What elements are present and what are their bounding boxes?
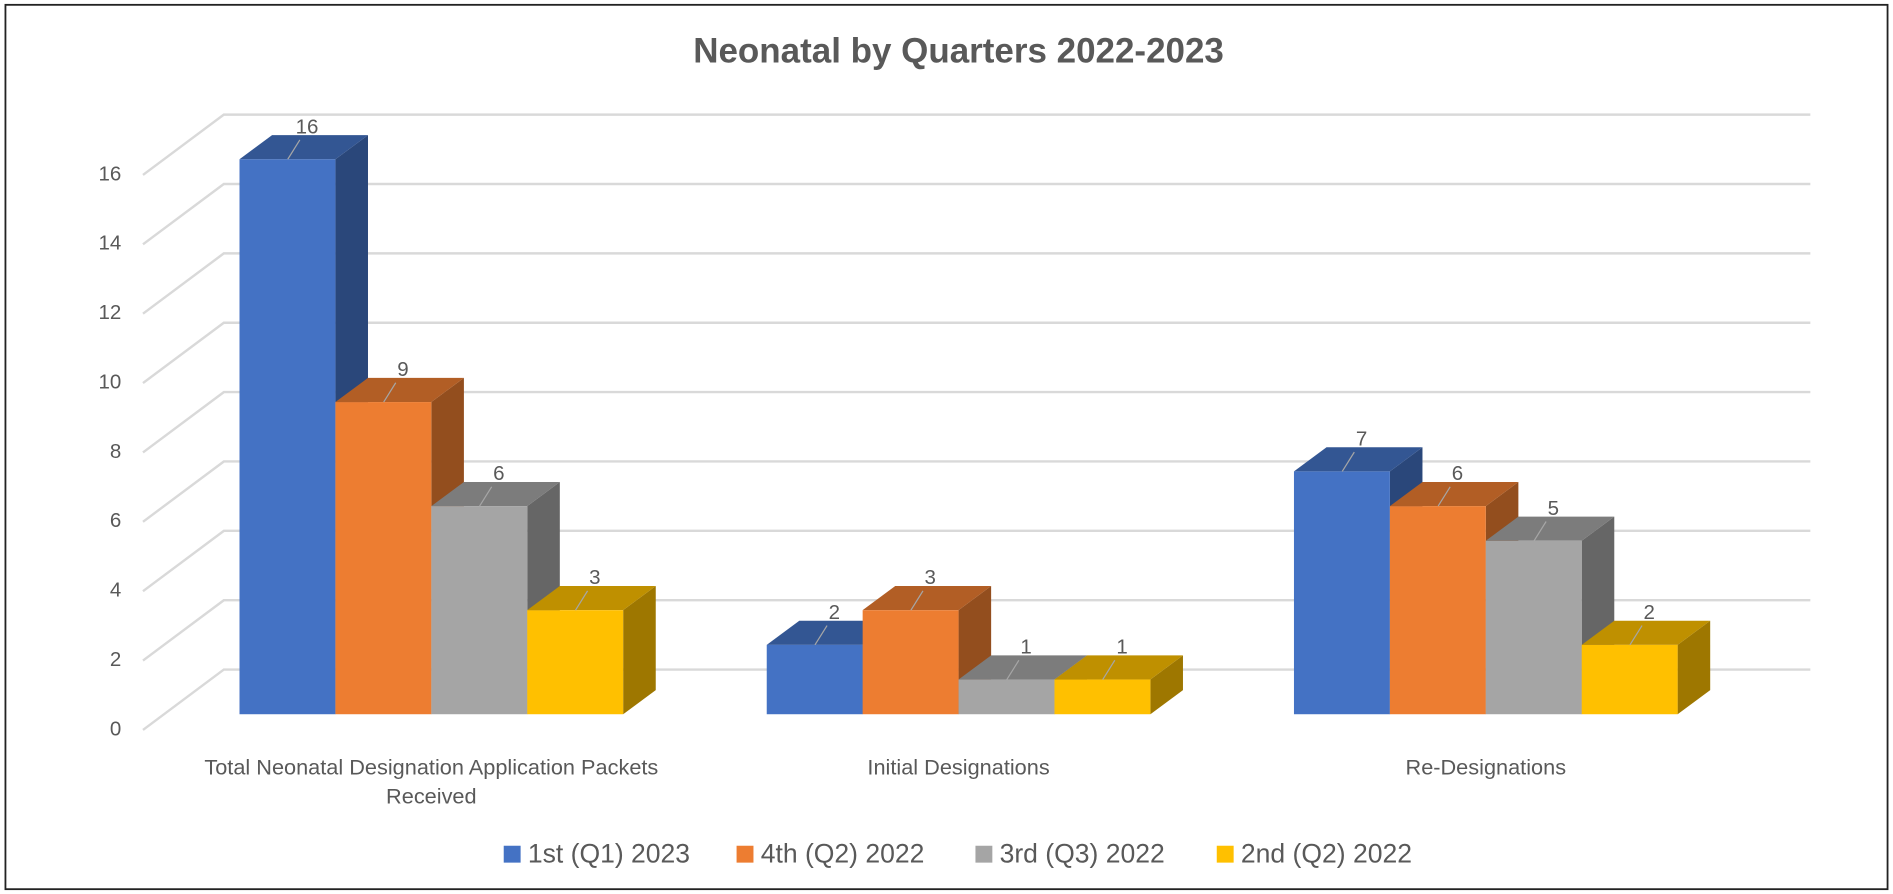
x-tick-label-box: Re-Designations bbox=[1405, 755, 1567, 780]
bar-top bbox=[1485, 516, 1615, 541]
grid-line bbox=[142, 113, 1811, 176]
y-tick-label: 2 bbox=[110, 648, 121, 671]
data-label: 3 bbox=[589, 566, 600, 589]
grid-line bbox=[142, 460, 1811, 523]
legend-label: 2nd (Q2) 2022 bbox=[1241, 838, 1412, 868]
bar bbox=[335, 402, 432, 715]
grid-line bbox=[142, 182, 1811, 246]
x-tick-label-box: Total Neonatal Designation Application P… bbox=[204, 755, 659, 809]
leader-line bbox=[1629, 625, 1643, 646]
bar bbox=[958, 679, 1055, 715]
leader-line bbox=[287, 139, 301, 160]
y-tick-label: 12 bbox=[98, 301, 121, 324]
x-tick-label-box: Initial Designations bbox=[867, 755, 1050, 780]
bar-side bbox=[1677, 620, 1711, 715]
y-tick-label: 6 bbox=[110, 509, 121, 532]
y-tick-label: 8 bbox=[110, 440, 121, 463]
leader-line bbox=[1341, 451, 1355, 472]
leader-line bbox=[910, 590, 924, 611]
bar-top bbox=[527, 586, 656, 611]
data-label: 2 bbox=[1644, 601, 1655, 624]
bar-top bbox=[1389, 481, 1519, 507]
data-label: 6 bbox=[1452, 462, 1463, 485]
bar-top bbox=[1293, 447, 1423, 472]
bar bbox=[766, 644, 863, 715]
leader-line bbox=[383, 382, 397, 403]
bar bbox=[527, 610, 624, 715]
leader-line bbox=[1533, 521, 1547, 542]
data-label: 9 bbox=[397, 358, 408, 381]
leader-line bbox=[479, 486, 493, 507]
grid-line bbox=[142, 252, 1811, 315]
bar bbox=[862, 610, 959, 715]
data-label: 3 bbox=[925, 566, 936, 589]
legend-swatch bbox=[503, 845, 521, 863]
bar-top bbox=[1054, 655, 1183, 680]
bar-side bbox=[1150, 655, 1183, 715]
bar bbox=[239, 159, 336, 715]
data-label: 2 bbox=[829, 601, 840, 624]
bar bbox=[1054, 679, 1151, 715]
chart-title: Neonatal by Quarters 2022-2023 bbox=[693, 31, 1224, 70]
legend-label: 1st (Q1) 2023 bbox=[528, 838, 690, 868]
legend-swatch bbox=[1216, 845, 1234, 863]
x-tick-label: Total Neonatal Designation Application P… bbox=[204, 755, 659, 809]
legend-label: 4th (Q2) 2022 bbox=[761, 838, 925, 868]
y-tick-label: 4 bbox=[110, 579, 121, 602]
bar-top bbox=[431, 481, 560, 507]
data-label: 1 bbox=[1020, 636, 1031, 659]
bar-top bbox=[239, 135, 368, 160]
data-label: 6 bbox=[493, 462, 504, 485]
bar bbox=[1485, 540, 1582, 715]
grid-line bbox=[142, 390, 1811, 454]
bar bbox=[1581, 644, 1678, 715]
leader-line bbox=[1437, 486, 1451, 507]
leader-line bbox=[1102, 659, 1116, 680]
bar bbox=[1389, 506, 1486, 715]
bar-side bbox=[623, 586, 656, 715]
data-label: 16 bbox=[296, 115, 319, 138]
grid-line bbox=[142, 529, 1811, 593]
bar bbox=[431, 506, 528, 715]
data-label: 1 bbox=[1116, 636, 1127, 659]
legend-swatch bbox=[975, 845, 993, 863]
data-label: 5 bbox=[1548, 497, 1559, 520]
legend-swatch bbox=[736, 845, 754, 863]
bar-top bbox=[958, 655, 1088, 680]
x-tick-label: Initial Designations bbox=[867, 755, 1050, 780]
y-tick-label: 14 bbox=[98, 232, 121, 255]
legend-label: 3rd (Q3) 2022 bbox=[1000, 838, 1165, 868]
y-tick-label: 10 bbox=[98, 370, 121, 393]
leader-line bbox=[1006, 659, 1020, 680]
bar-top bbox=[862, 586, 992, 611]
data-label: 7 bbox=[1356, 427, 1367, 450]
bar-top bbox=[1581, 620, 1711, 645]
bar-top bbox=[335, 377, 464, 403]
y-tick-label: 0 bbox=[110, 717, 121, 740]
grid-line bbox=[142, 321, 1811, 385]
grid-line bbox=[142, 668, 1811, 731]
leader-line bbox=[814, 625, 828, 646]
grid-line bbox=[142, 599, 1811, 662]
x-tick-label: Re-Designations bbox=[1405, 755, 1567, 780]
leader-line bbox=[574, 590, 589, 611]
y-tick-label: 16 bbox=[98, 162, 121, 185]
bar bbox=[1293, 471, 1390, 715]
